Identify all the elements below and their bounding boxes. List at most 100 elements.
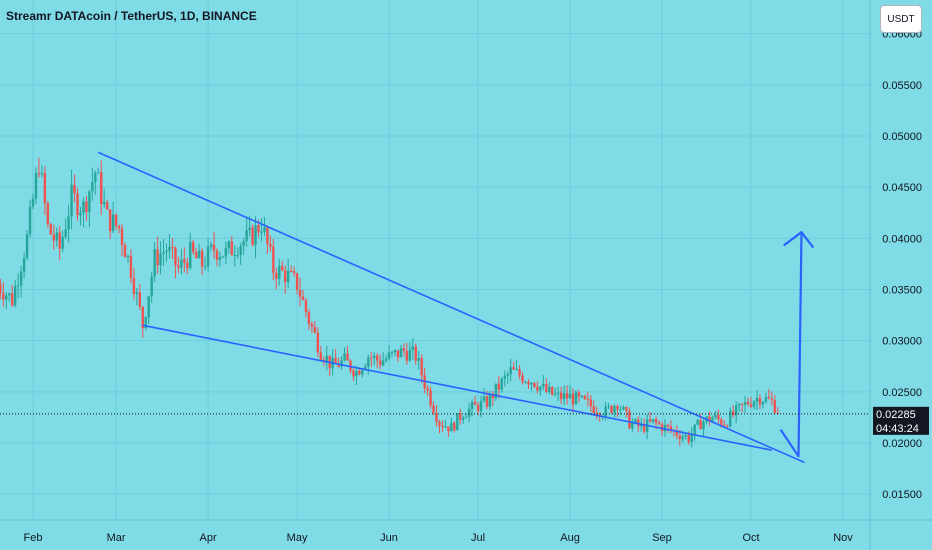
candle-body bbox=[346, 353, 349, 361]
candle-body bbox=[129, 255, 133, 278]
candle-body bbox=[34, 173, 38, 199]
candle-body bbox=[159, 253, 162, 266]
candle-body bbox=[313, 326, 317, 333]
candle-body bbox=[729, 411, 732, 427]
candle-body bbox=[218, 257, 222, 260]
candle-body bbox=[147, 296, 150, 318]
candle-body bbox=[464, 416, 468, 418]
candle-body bbox=[657, 422, 661, 425]
candle-body bbox=[539, 386, 542, 391]
candle-body bbox=[387, 352, 391, 359]
candle-body bbox=[43, 173, 47, 204]
candle-body bbox=[156, 249, 159, 266]
projection-arrow-head bbox=[783, 231, 815, 249]
candle-body bbox=[651, 419, 655, 422]
candle-body bbox=[509, 367, 512, 375]
candle-body bbox=[770, 398, 773, 401]
candle-body bbox=[610, 405, 613, 413]
candle-body bbox=[530, 382, 533, 385]
candle-body bbox=[577, 392, 581, 397]
candle-body bbox=[479, 400, 483, 412]
candle-body bbox=[749, 404, 753, 407]
x-tick-label: Oct bbox=[742, 532, 759, 544]
candle-body bbox=[352, 370, 355, 377]
candle-body bbox=[393, 350, 397, 353]
candle-body bbox=[568, 393, 572, 399]
candle-body bbox=[378, 360, 382, 366]
candle-body bbox=[669, 426, 673, 431]
candle-body bbox=[675, 430, 679, 436]
candle-body bbox=[488, 393, 492, 407]
candle-body bbox=[16, 285, 20, 287]
upper-trendline bbox=[97, 151, 805, 464]
candle-body bbox=[266, 227, 269, 244]
candle-body bbox=[373, 355, 376, 358]
x-tick-label: Apr bbox=[199, 532, 216, 544]
candle-body bbox=[699, 420, 702, 430]
candle-body bbox=[402, 348, 406, 351]
candle-body bbox=[337, 363, 340, 367]
candle-body bbox=[432, 405, 435, 414]
candle-body bbox=[367, 357, 370, 367]
candle-body bbox=[755, 398, 759, 402]
candle-body bbox=[55, 232, 58, 241]
candle-body bbox=[100, 172, 103, 205]
candle-body bbox=[494, 383, 498, 399]
candle-body bbox=[361, 369, 364, 375]
candle-body bbox=[260, 231, 263, 233]
candle-body bbox=[482, 396, 486, 401]
candle-body bbox=[381, 360, 385, 366]
candle-body bbox=[467, 408, 471, 417]
candle-body bbox=[399, 348, 403, 358]
candle-body bbox=[634, 419, 637, 423]
candle-body bbox=[325, 355, 328, 362]
candle-body bbox=[150, 276, 153, 297]
x-tick-label: Mar bbox=[107, 532, 126, 544]
candle-body bbox=[132, 277, 136, 294]
candle-body bbox=[628, 410, 631, 429]
candle-body bbox=[631, 422, 634, 429]
y-tick-label: 0.05500 bbox=[882, 80, 922, 92]
candle-body bbox=[194, 252, 198, 259]
candle-body bbox=[589, 399, 593, 407]
candle-body bbox=[545, 383, 548, 392]
candle-body bbox=[559, 392, 563, 400]
candle-body bbox=[518, 369, 521, 376]
candle-body bbox=[358, 370, 361, 375]
candle-body bbox=[52, 234, 55, 241]
candle-body bbox=[503, 375, 506, 379]
candle-body bbox=[500, 378, 503, 390]
candle-body bbox=[272, 246, 275, 273]
candle-body bbox=[114, 214, 118, 226]
candle-body bbox=[470, 402, 474, 409]
candle-body bbox=[94, 172, 97, 182]
candle-body bbox=[580, 395, 584, 397]
candle-body bbox=[417, 358, 420, 361]
candle-body bbox=[740, 403, 744, 405]
candle-body bbox=[758, 398, 762, 405]
candle-body bbox=[473, 402, 477, 405]
candle-body bbox=[355, 370, 358, 377]
currency-button[interactable]: USDT bbox=[880, 5, 922, 33]
candle-body bbox=[224, 247, 228, 257]
candle-body bbox=[497, 383, 501, 390]
candle-body bbox=[764, 397, 768, 402]
candle-body bbox=[574, 392, 578, 405]
candle-body bbox=[221, 256, 225, 258]
y-tick-label: 0.05000 bbox=[882, 131, 922, 143]
candle-body bbox=[414, 346, 417, 361]
candle-body bbox=[230, 241, 233, 256]
candle-body bbox=[126, 255, 130, 258]
candle-body bbox=[0, 284, 2, 293]
candle-body bbox=[420, 358, 423, 376]
candle-body bbox=[46, 203, 50, 225]
candle-body bbox=[693, 424, 696, 435]
candle-body bbox=[13, 286, 17, 306]
candle-body bbox=[248, 227, 251, 231]
candle-body bbox=[28, 206, 32, 235]
candle-body bbox=[203, 266, 207, 268]
price-badge-value: 0.02285 bbox=[876, 409, 916, 421]
candle-body bbox=[746, 402, 750, 405]
